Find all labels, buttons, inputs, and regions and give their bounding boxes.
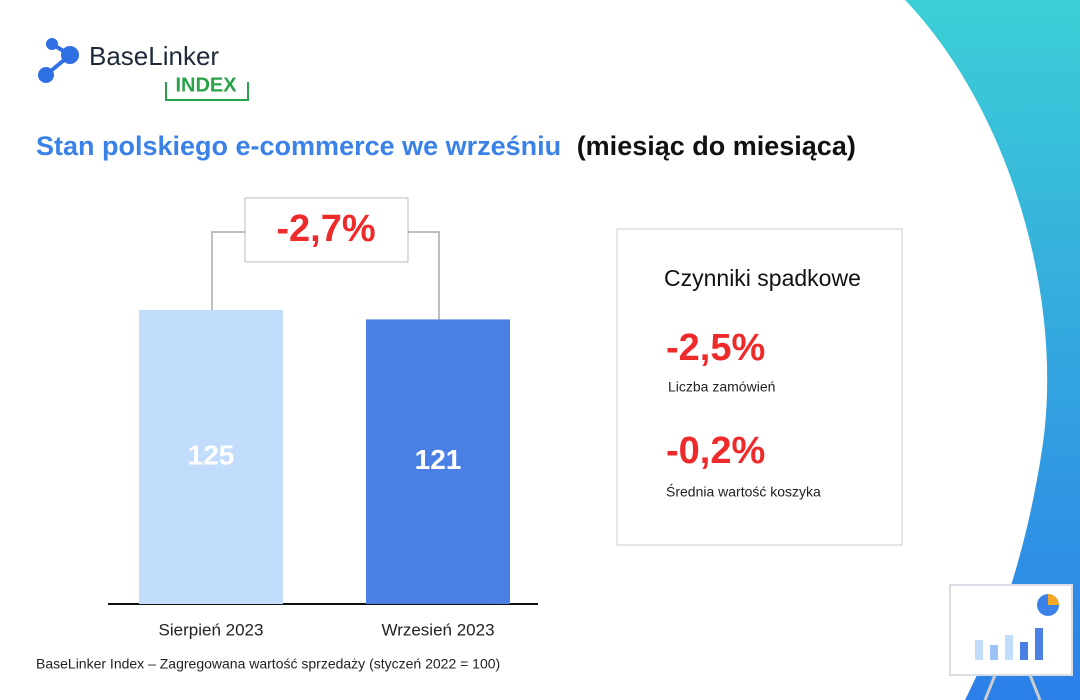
bar (366, 319, 510, 604)
value-label: 121 (415, 444, 462, 475)
value-label: 125 (188, 439, 235, 470)
factors-title: Czynniki spadkowe (664, 265, 861, 291)
illustration (949, 584, 1073, 700)
factors-box (616, 228, 903, 546)
change-label: -2,7% (276, 208, 375, 250)
connector (211, 231, 440, 320)
chart-title: Stan polskiego e-commerce we wrześniu (m… (36, 131, 856, 161)
factor-value: -2,5% (666, 327, 765, 369)
factor-label: Liczba zamówień (668, 379, 775, 395)
x-tick-label: Wrzesień 2023 (381, 620, 494, 639)
factor-value: -0,2% (666, 430, 765, 472)
footnote: BaseLinker Index – Zagregowana wartość s… (36, 656, 500, 672)
logo (38, 38, 79, 83)
brand-badge: INDEX (175, 74, 237, 96)
x-tick-label: Sierpień 2023 (159, 620, 264, 639)
title-main: Stan polskiego e-commerce we wrześniu (36, 131, 561, 161)
factor-label: Średnia wartość koszyka (666, 483, 821, 500)
badge-frame (165, 82, 249, 101)
bar (139, 310, 283, 604)
brand-name: BaseLinker (89, 41, 219, 71)
title-suffix: (miesiąc do miesiąca) (577, 131, 856, 161)
change-box (244, 197, 409, 263)
